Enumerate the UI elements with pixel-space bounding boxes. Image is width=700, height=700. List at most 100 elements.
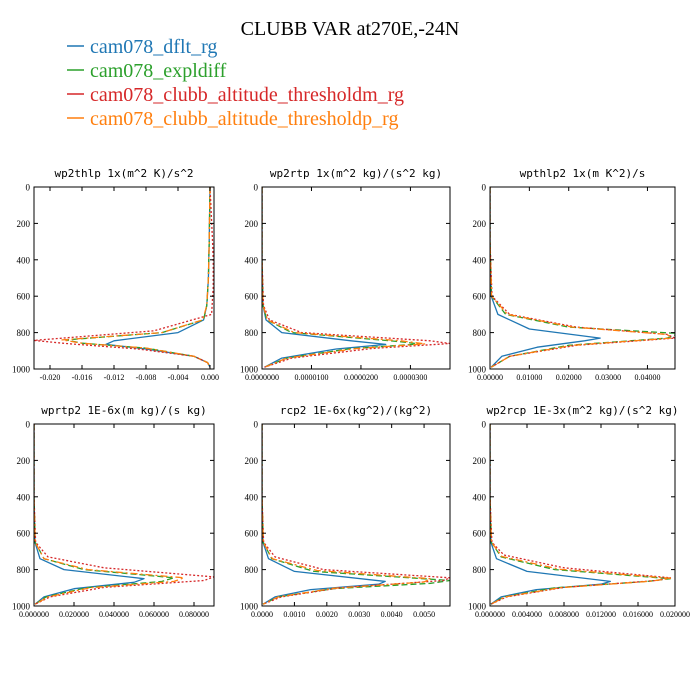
y-tick-label-3-1: 200 [17,456,31,466]
x-tick-label-5-5: 0.020000 [660,610,690,619]
y-tick-label-3-5: 1000 [12,602,31,612]
x-tick-label-5-4: 0.016000 [623,610,653,619]
y-tick-label-2-4: 800 [473,328,487,338]
y-tick-label-4-2: 400 [245,492,259,502]
panel-title-1: wp2rtp 1x(m^2 kg)/(s^2 kg) [270,167,442,180]
x-tick-label-5-3: 0.012000 [586,610,616,619]
y-tick-label-5-1: 200 [473,456,487,466]
y-tick-label-2-0: 0 [482,183,487,193]
plot-frame-3 [33,423,215,607]
x-tick-label-3-2: 0.040000 [99,610,129,619]
x-tick-label-1-0: 0.0000000 [245,373,279,382]
panel-3: wprtp2 1E-6x(m kg)/(s kg) 0 200 400 600 800 10… [12,404,215,619]
x-tick-label-3-0: 0.000000 [19,610,49,619]
y-tick-label-4-4: 800 [245,565,259,575]
x-tick-label-1-1: 0.0000100 [294,373,328,382]
series-line-3-2 [34,424,214,605]
x-tick-label-4-5: 0.0050 [413,610,435,619]
y-tick-label-1-5: 1000 [240,365,259,375]
legend-item-0: cam078_dflt_rg [67,36,217,58]
series-line-5-2 [490,424,672,605]
series-line-5-3 [490,424,672,605]
y-tick-label-1-1: 200 [245,219,259,229]
y-tick-label-1-3: 600 [245,292,259,302]
x-tick-label-0-3: -0.008 [136,373,157,382]
plot-frame-4 [261,423,451,607]
series-line-1-0 [262,187,387,368]
x-tick-label-4-3: 0.0030 [348,610,370,619]
y-tick-label-4-5: 1000 [240,602,259,612]
panel-4: rcp2 1E-6x(kg^2)/(kg^2) 0 200 400 600 800 1000… [240,404,451,619]
y-tick-label-5-0: 0 [482,420,487,430]
y-tick-label-2-2: 400 [473,255,487,265]
panels: wp2thlp 1x(m^2 K)/s^2 0 200 400 600 800 1000 -0… [12,167,690,619]
x-tick-label-5-2: 0.008000 [549,610,579,619]
panel-title-4: rcp2 1E-6x(kg^2)/(kg^2) [280,404,432,417]
x-tick-label-2-3: 0.03000 [595,373,621,382]
x-tick-label-0-1: -0.016 [72,373,93,382]
y-tick-label-0-1: 200 [17,219,31,229]
y-tick-label-5-3: 600 [473,529,487,539]
x-tick-label-4-4: 0.0040 [381,610,403,619]
x-tick-label-0-2: -0.012 [104,373,125,382]
panel-0: wp2thlp 1x(m^2 K)/s^2 0 200 400 600 800 1000 -0… [12,167,219,382]
figure-title: CLUBB VAR at270E,-24N [241,18,460,40]
x-tick-label-4-2: 0.0020 [316,610,338,619]
series-line-0-1 [65,187,211,368]
legend-label-2: cam078_clubb_altitude_thresholdm_rg [90,84,404,106]
x-tick-label-3-3: 0.060000 [139,610,169,619]
series-line-3-1 [34,424,175,605]
y-tick-label-0-2: 400 [17,255,31,265]
x-tick-label-1-3: 0.0000300 [393,373,427,382]
y-tick-label-1-2: 400 [245,255,259,265]
x-tick-label-5-0: 0.000000 [475,610,505,619]
legend: cam078_dflt_rg cam078_expldiff cam078_cl… [67,36,404,130]
series-line-0-2 [34,187,214,368]
panel-2: wpthlp2 1x(m K^2)/s 0 200 400 600 800 10000.00… [468,167,676,382]
series-line-0-0 [105,187,211,368]
y-tick-label-4-1: 200 [245,456,259,466]
y-tick-label-1-4: 800 [245,328,259,338]
x-tick-label-2-1: 0.01000 [516,373,542,382]
legend-label-3: cam078_clubb_altitude_thresholdp_rg [90,108,398,130]
y-tick-label-4-3: 600 [245,529,259,539]
plot-frame-1 [261,186,451,370]
y-tick-label-2-5: 1000 [468,365,487,375]
panel-title-5: wp2rcp 1E-3x(m^2 kg)/(s^2 kg) [486,404,678,417]
series-line-4-3 [262,424,432,605]
y-tick-label-4-0: 0 [254,420,259,430]
series-line-4-0 [262,424,386,605]
legend-item-3: cam078_clubb_altitude_thresholdp_rg [67,108,398,130]
y-tick-label-3-2: 400 [17,492,31,502]
panel-title-0: wp2thlp 1x(m^2 K)/s^2 [54,167,193,180]
y-tick-label-3-0: 0 [26,420,31,430]
legend-label-1: cam078_expldiff [90,60,227,82]
x-tick-label-2-4: 0.04000 [634,373,660,382]
x-tick-label-3-1: 0.020000 [59,610,89,619]
legend-label-0: cam078_dflt_rg [90,36,217,58]
y-tick-label-5-5: 1000 [468,602,487,612]
y-tick-label-3-4: 800 [17,565,31,575]
y-tick-label-2-3: 600 [473,292,487,302]
y-tick-label-0-3: 600 [17,292,31,302]
plot-frame-2 [489,186,676,370]
legend-item-1: cam078_expldiff [67,60,227,82]
x-tick-label-4-0: 0.0000 [251,610,273,619]
x-tick-label-1-2: 0.0000200 [344,373,378,382]
x-tick-label-3-4: 0.080000 [179,610,209,619]
x-tick-label-0-4: -0.004 [168,373,189,382]
panel-title-2: wpthlp2 1x(m K^2)/s [520,167,646,180]
y-tick-label-0-5: 1000 [12,365,31,375]
x-tick-label-2-0: 0.00000 [477,373,503,382]
x-tick-label-4-1: 0.0010 [283,610,305,619]
y-tick-label-0-0: 0 [26,183,31,193]
panel-5: wp2rcp 1E-3x(m^2 kg)/(s^2 kg) 0 200 400 600 8… [468,404,690,619]
series-line-1-2 [262,187,450,368]
y-tick-label-5-4: 800 [473,565,487,575]
y-tick-label-2-1: 200 [473,219,487,229]
y-tick-label-3-3: 600 [17,529,31,539]
series-line-2-0 [490,187,601,368]
panel-1: wp2rtp 1x(m^2 kg)/(s^2 kg) 0 200 400 600 800 1… [240,167,451,382]
plot-frame-0 [33,186,215,370]
